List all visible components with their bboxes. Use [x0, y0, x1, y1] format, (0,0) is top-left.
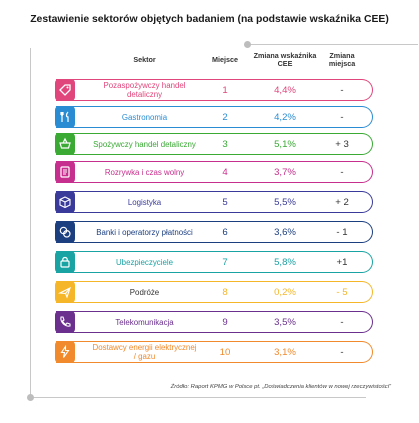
ticket-icon — [60, 166, 70, 178]
table-row — [56, 281, 373, 303]
rank-value: 2 — [222, 111, 228, 123]
sector-name: Logistyka — [127, 197, 162, 207]
sector-icon-box — [55, 341, 75, 363]
source-note: Źródło: Raport KPMG w Polsce pt. „Doświa… — [170, 384, 391, 390]
table-row — [56, 161, 373, 183]
decorative-dot — [244, 41, 251, 48]
rank-value: 3 — [222, 138, 228, 150]
sector-icon-box — [55, 281, 75, 303]
rank-change-value: - — [340, 84, 344, 96]
cee-change-value: 3,6% — [274, 226, 296, 238]
table-row — [56, 251, 373, 273]
rank-value: 1 — [222, 84, 228, 96]
rank-change-value: - 5 — [336, 286, 348, 298]
rank-value: 7 — [222, 256, 228, 268]
tag-icon — [59, 84, 71, 96]
decorative-dot — [27, 394, 34, 401]
energy-icon — [60, 345, 70, 358]
sector-name: Spożywczy handel detaliczny — [93, 139, 196, 149]
sector-name: Dostawcy energii elektrycznej / gazu — [92, 343, 197, 361]
table-row — [56, 341, 373, 363]
cee-change-value: 5,8% — [274, 256, 296, 268]
sector-icon-box — [55, 251, 75, 273]
header-cee-change: Zmiana wskaźnika CEE — [253, 51, 317, 68]
table-row — [56, 311, 373, 333]
coins-icon — [59, 226, 71, 238]
rank-change-value: - — [340, 166, 344, 178]
table-row — [56, 221, 373, 243]
cee-change-value: 5,1% — [274, 138, 296, 150]
rank-value: 6 — [222, 226, 228, 238]
rank-change-value: - 1 — [336, 226, 348, 238]
decorative-bottom-line — [30, 397, 366, 399]
table-row — [56, 106, 373, 128]
phone-icon — [60, 316, 71, 327]
sector-icon-box — [55, 133, 75, 155]
sector-name: Banki i operatorzy płatności — [96, 227, 193, 237]
header-rank-change: Zmiana miejsca — [328, 51, 356, 68]
basket-icon — [59, 137, 71, 149]
cee-change-value: 4,4% — [274, 84, 296, 96]
cee-change-value: 5,5% — [274, 196, 296, 208]
lock-icon — [60, 256, 70, 268]
header-rank: Miejsce — [212, 55, 238, 64]
sector-name: Pozaspożywczy handel detaliczny — [103, 81, 186, 99]
cee-change-value: 3,5% — [274, 316, 296, 328]
rank-change-value: - — [340, 111, 344, 123]
header-sector: Sektor — [133, 55, 156, 64]
rank-value: 4 — [222, 166, 228, 178]
sector-name: Telekomunikacja — [115, 317, 174, 327]
sector-icon-box — [55, 311, 75, 333]
cutlery-icon — [60, 111, 69, 122]
sector-name: Podróże — [129, 287, 160, 297]
rank-change-value: - — [340, 346, 344, 358]
sector-name: Gastronomia — [121, 112, 168, 122]
sector-icon-box — [55, 191, 75, 213]
page-title: Zestawienie sektorów objętych badaniem (… — [30, 14, 389, 25]
rank-change-value: - — [340, 316, 344, 328]
cee-change-value: 4,2% — [274, 111, 296, 123]
plane-icon — [58, 286, 71, 299]
sector-icon-box — [55, 161, 75, 183]
rank-value: 10 — [219, 346, 231, 358]
sector-icon-box — [55, 221, 75, 243]
box-icon — [59, 196, 71, 209]
rank-change-value: +1 — [336, 256, 348, 268]
cee-change-value: 3,7% — [274, 166, 296, 178]
rank-change-value: + 2 — [335, 196, 349, 208]
cee-change-value: 3,1% — [274, 346, 296, 358]
table-row — [56, 191, 373, 213]
table-row — [56, 133, 373, 155]
rank-value: 8 — [222, 286, 228, 298]
rank-change-value: + 3 — [335, 138, 349, 150]
sector-icon-box — [55, 106, 75, 128]
sector-icon-box — [55, 79, 75, 101]
table-row — [56, 79, 373, 101]
sector-name: Ubezpieczyciele — [115, 257, 173, 267]
sector-name: Rozrywka i czas wolny — [104, 167, 185, 177]
rank-value: 5 — [222, 196, 228, 208]
decorative-top-line — [248, 44, 418, 46]
rank-value: 9 — [222, 316, 228, 328]
cee-change-value: 0,2% — [274, 286, 296, 298]
decorative-left-line — [30, 48, 32, 397]
